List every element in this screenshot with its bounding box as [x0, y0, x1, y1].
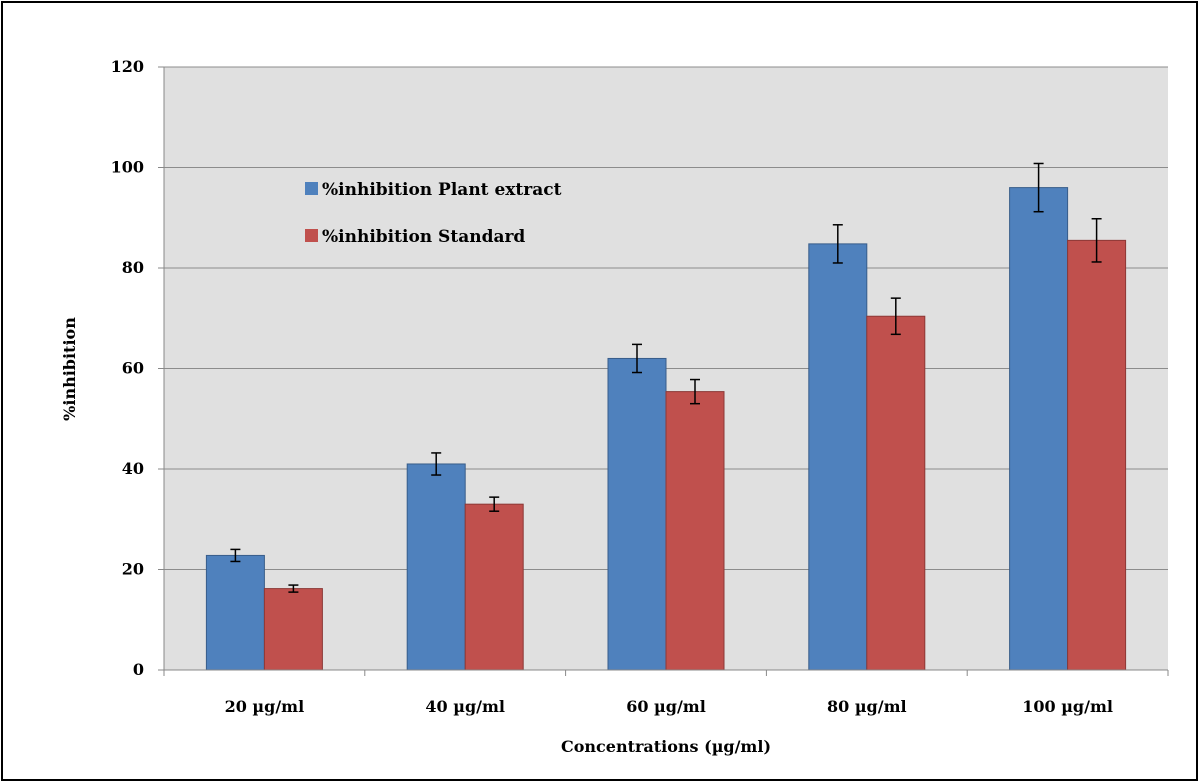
- tick-labels: 0 20 40 60 80 100 120 20 µg/ml 40 µg/ml 60 µg/ml 8…: [111, 57, 1169, 716]
- bar-plant-extract: [607, 357, 667, 671]
- legend-swatch-plant-extract: [305, 182, 318, 195]
- legend-label-plant-extract: %inhibition Plant extract: [322, 180, 562, 200]
- bar-standard: [866, 315, 926, 671]
- bar-standard: [464, 503, 524, 671]
- y-tick-label: 0: [133, 660, 144, 679]
- y-tick-label: 20: [122, 560, 144, 579]
- x-tick-label: 100 µg/ml: [1022, 697, 1113, 716]
- bar-standard: [263, 588, 323, 671]
- bar-standard: [665, 391, 725, 671]
- bar-plant-extract: [1009, 187, 1069, 671]
- bar-standard: [1067, 239, 1127, 671]
- x-axis-title: Concentrations (µg/ml): [561, 737, 771, 756]
- legend-swatch-standard: [305, 229, 318, 242]
- x-tick-label: 60 µg/ml: [626, 697, 706, 716]
- y-tick-label: 100: [111, 158, 144, 177]
- y-tick-label: 120: [111, 57, 144, 76]
- y-tick-label: 80: [122, 258, 144, 277]
- y-axis-title: %inhibition: [60, 317, 79, 421]
- legend-label-standard: %inhibition Standard: [322, 227, 525, 247]
- bar-plant-extract: [808, 243, 868, 671]
- bar-plant-extract: [406, 463, 466, 671]
- bars: [205, 162, 1127, 671]
- x-tick-label: 80 µg/ml: [827, 697, 907, 716]
- x-tick-label: 20 µg/ml: [225, 697, 305, 716]
- legend: %inhibition Plant extract %inhibition St…: [305, 180, 562, 247]
- y-tick-label: 40: [122, 459, 144, 478]
- y-tick-label: 60: [122, 359, 144, 378]
- bar-plant-extract: [205, 554, 265, 671]
- x-tick-label: 40 µg/ml: [425, 697, 505, 716]
